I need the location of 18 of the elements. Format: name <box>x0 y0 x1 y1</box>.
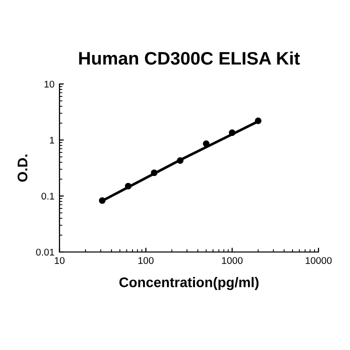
x-tick-label: 10000 <box>306 257 332 264</box>
point <box>254 118 262 124</box>
y-axis-title: O.D. <box>18 154 28 182</box>
x-tick-label: 10 <box>54 257 65 264</box>
point <box>202 140 210 147</box>
point <box>228 129 236 136</box>
y-tick-label: 1 <box>50 136 54 144</box>
point <box>150 169 158 176</box>
y-tick-label: 10 <box>44 80 54 88</box>
point <box>124 182 132 190</box>
x-tick-label: 100 <box>138 257 154 264</box>
point <box>98 197 106 204</box>
point <box>176 157 184 164</box>
y-tick-label: 0.1 <box>42 192 54 200</box>
chart-title: Human CD300C ELISA Kit <box>79 51 300 65</box>
x-axis-title: Concentration(pg/ml) <box>119 277 259 290</box>
x-tick-label: 1000 <box>222 257 243 264</box>
y-tick-label: 0.01 <box>36 248 54 256</box>
